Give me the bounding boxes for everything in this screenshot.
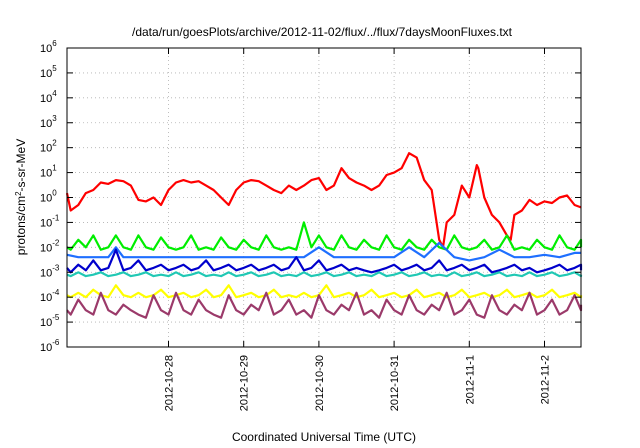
x-tick-labels: 2012-10-28 2012-10-29 2012-10-30 2012-10-31… bbox=[164, 355, 552, 411]
x-tick-label: 2012-10-29 bbox=[239, 355, 251, 411]
series-line-0 bbox=[65, 152, 582, 249]
y-tick-label: 106 bbox=[40, 39, 57, 55]
series-line-1 bbox=[66, 221, 583, 251]
series-line-6 bbox=[66, 291, 583, 319]
x-tick-label: 2012-11-1 bbox=[464, 355, 476, 404]
y-axis-title: protons/cm2-s-sr-MeV bbox=[14, 139, 28, 255]
series-line-2 bbox=[66, 241, 581, 262]
y-tick-label: 103 bbox=[40, 114, 57, 130]
y-tick-label: 100 bbox=[40, 189, 57, 205]
y-tick-label: 10-3 bbox=[40, 263, 60, 279]
y-tick-label: 105 bbox=[40, 64, 57, 80]
series-line-4 bbox=[66, 271, 583, 278]
tick-marks bbox=[67, 47, 581, 348]
y-tick-label: 10-1 bbox=[40, 213, 60, 229]
y-tick-label: 10-2 bbox=[40, 238, 60, 254]
x-tick-label: 2012-10-28 bbox=[164, 355, 176, 411]
x-tick-label: 2012-11-2 bbox=[540, 355, 552, 404]
y-tick-label: 101 bbox=[40, 164, 57, 180]
y-tick-label: 10-5 bbox=[40, 313, 60, 329]
y-tick-label: 10-4 bbox=[40, 288, 60, 304]
y-tick-label: 102 bbox=[40, 139, 57, 155]
y-tick-label: 104 bbox=[40, 89, 57, 105]
series-layer bbox=[65, 152, 583, 319]
x-tick-label: 2012-10-30 bbox=[314, 355, 326, 411]
series-line-5 bbox=[66, 284, 583, 299]
y-tick-label: 10-6 bbox=[40, 338, 60, 354]
y-tick-labels: 10-6 10-5 10-4 10-3 10-2 10-1 100 101 102 103 104 1… bbox=[40, 39, 60, 354]
x-axis-title: Coordinated Universal Time (UTC) bbox=[232, 430, 416, 444]
chart-title: /data/run/goesPlots/archive/2012-11-02/f… bbox=[132, 25, 513, 39]
series-line-3 bbox=[66, 248, 583, 274]
x-tick-label: 2012-10-31 bbox=[389, 355, 401, 411]
